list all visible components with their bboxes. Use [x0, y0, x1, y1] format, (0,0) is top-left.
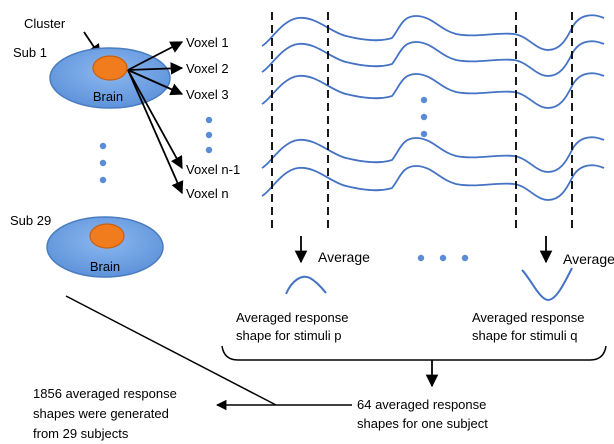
voxel-label-1: Voxel 1	[186, 35, 229, 50]
ellipsis-dot	[420, 113, 428, 121]
cluster-subject-1	[92, 55, 128, 81]
voxel-wave-5	[261, 164, 605, 201]
average-label-q: Average	[563, 251, 614, 267]
total-summary-line1: 1856 averaged response	[33, 386, 177, 401]
ellipsis-dot	[205, 146, 213, 154]
ellipsis-dot	[439, 254, 447, 262]
subjects-connector-line	[65, 295, 277, 406]
ellipsis-dot	[99, 176, 107, 184]
subject-summary-line2: shapes for one subject	[357, 416, 488, 431]
averaged-shape-p	[285, 275, 327, 295]
cluster-subject-29	[89, 223, 125, 249]
brain-label-subject-29: Brain	[90, 259, 120, 274]
cluster-label: Cluster	[24, 16, 66, 31]
voxel-wave-4	[261, 136, 605, 173]
ellipsis-dot	[420, 130, 428, 138]
voxel-label-3: Voxel 3	[186, 87, 229, 102]
voxel-response-waves	[261, 14, 605, 201]
voxel-label-n-1: Voxel n-1	[186, 162, 240, 177]
ellipsis-dot	[99, 142, 107, 150]
total-summary-line2: shapes were generated	[33, 406, 169, 421]
subject-1-label: Sub 1	[13, 45, 47, 60]
voxel-arrow-3	[127, 69, 184, 96]
total-summary-line3: from 29 subjects	[33, 426, 129, 441]
caption-p-line2: shape for stimuli p	[236, 328, 342, 343]
ellipsis-dot	[205, 116, 213, 124]
voxel-arrow-4	[127, 69, 183, 170]
caption-q-line1: Averaged response	[472, 310, 585, 325]
voxel-arrow-1	[127, 41, 184, 71]
ellipsis-dot	[461, 254, 469, 262]
voxel-wave-2	[261, 40, 605, 77]
voxel-label-n: Voxel n	[186, 186, 229, 201]
voxel-label-2: Voxel 2	[186, 61, 229, 76]
ellipsis-dot	[420, 96, 428, 104]
ellipsis-dot	[205, 131, 213, 139]
subject-29-label: Sub 29	[10, 213, 51, 228]
voxel-arrows	[127, 41, 184, 195]
averaged-shape-q	[521, 267, 573, 302]
ellipsis-dot	[417, 254, 425, 262]
voxel-wave-1	[261, 14, 605, 51]
ellipsis-dot	[99, 159, 107, 167]
subject-summary-line1: 64 averaged response	[357, 397, 486, 412]
combine-bracket	[221, 345, 607, 361]
average-label-p: Average	[318, 249, 370, 265]
caption-q-line2: shape for stimuli q	[472, 328, 578, 343]
voxel-wave-3	[261, 72, 605, 109]
caption-p-line1: Averaged response	[236, 310, 349, 325]
voxel-arrow-5	[127, 69, 184, 195]
voxel-arrow-2	[127, 62, 184, 75]
brain-label-subject-1: Brain	[93, 89, 123, 104]
